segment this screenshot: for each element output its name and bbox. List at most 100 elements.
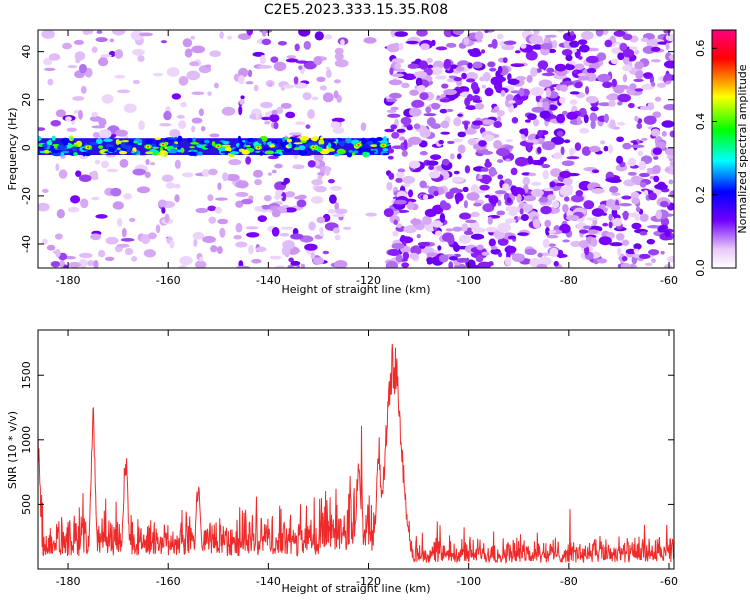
spectrogram-blob <box>50 260 61 268</box>
colorbar-gradient <box>711 29 737 269</box>
spectrogram-band-blob <box>189 145 195 149</box>
snr-background <box>38 330 674 569</box>
spectrogram-blob <box>271 169 277 174</box>
spectrogram-blob <box>452 30 465 36</box>
spectrogram-blob <box>388 248 400 257</box>
spectrogram-blob <box>332 126 345 134</box>
spectrogram-blob <box>634 49 640 55</box>
spectrogram-blob <box>613 84 625 94</box>
spectrogram-blob <box>58 169 68 179</box>
spectrogram-blob <box>271 109 278 115</box>
spectrogram-blob <box>620 262 631 268</box>
spectrogram-blob <box>532 44 544 50</box>
spectrogram-blob <box>173 184 181 189</box>
spectrogram-blob <box>511 187 525 197</box>
spectrogram-blob <box>559 223 571 234</box>
spectrogram-blob <box>139 32 153 37</box>
spectrogram-blob <box>651 258 656 264</box>
spectrogram-band-blob <box>327 139 336 142</box>
spectrogram-blob <box>104 256 115 261</box>
spectrogram-blob <box>540 205 552 215</box>
spectrogram-blob <box>464 165 471 174</box>
spectrogram-blob <box>507 100 516 104</box>
spectrogram-blob <box>340 39 345 46</box>
spectrogram-blob <box>657 226 666 233</box>
spectrogram-band-blob <box>224 146 232 153</box>
spectrogram-blob <box>591 169 600 174</box>
spectrogram-blob <box>149 162 156 166</box>
spectrogram-blob <box>553 260 559 267</box>
spectrogram-blob <box>324 166 331 176</box>
spectrogram-blob <box>237 75 245 85</box>
spectrogram-blob <box>120 238 135 242</box>
spectrogram-blob <box>452 138 463 143</box>
spectrogram-blob <box>428 171 441 179</box>
spectrogram-blob <box>438 254 449 263</box>
spectrogram-blob <box>310 196 324 204</box>
colorbar-label: Normalized spectral amplitude <box>736 64 749 233</box>
spectrogram-band-blob <box>273 153 281 157</box>
spectrogram-band-hotspot <box>161 143 165 146</box>
spectrogram-blob <box>257 64 272 69</box>
spectrogram-blob <box>598 102 612 107</box>
spectrogram-blob <box>406 201 414 210</box>
spectrogram-blob <box>114 49 124 59</box>
spectrogram-band-blob <box>107 147 116 153</box>
spectrogram-blob <box>307 160 316 168</box>
spectrogram-blob <box>519 208 524 215</box>
spectrogram-blob <box>628 46 638 50</box>
spectrogram-blob <box>590 237 598 248</box>
spectrogram-blob <box>588 62 600 70</box>
spectrogram-blob <box>80 85 87 94</box>
spectrogram-blob <box>166 67 180 77</box>
spectrogram-blob <box>288 132 303 136</box>
spectrogram-blob <box>522 202 529 212</box>
spectrogram-blob <box>579 127 590 134</box>
spectrogram-blob <box>111 30 126 36</box>
spectrogram-blob <box>536 263 548 268</box>
spectrogram-blob <box>91 46 98 53</box>
spectrogram-blob <box>438 139 444 145</box>
spectrogram-band-blob <box>237 135 242 142</box>
spectrogram-blob <box>93 260 99 268</box>
spectrogram-blob <box>319 85 327 91</box>
spectrogram-band-blob <box>275 149 283 152</box>
spectrogram-blob <box>574 207 584 212</box>
spectrogram-blob <box>480 49 486 54</box>
spectrogram-blob <box>608 221 613 229</box>
spectrogram-blob <box>482 71 491 82</box>
spectrogram-blob <box>479 184 490 191</box>
spectrogram-blob <box>200 126 206 132</box>
spectrogram-blob <box>602 222 609 227</box>
spectrogram-blob <box>469 220 480 231</box>
spectrogram-blob <box>611 208 618 218</box>
spectrogram-blob <box>539 110 551 119</box>
spectrogram-blob <box>634 215 640 221</box>
spectrogram-blob <box>537 129 544 138</box>
spectrogram-blob <box>456 257 470 263</box>
spectrogram-blob <box>55 163 60 171</box>
spectrogram-blob <box>92 131 101 139</box>
spectrogram-blob <box>97 57 109 67</box>
spectrogram-blob <box>497 222 512 233</box>
spectrogram-blob <box>365 212 377 217</box>
spectrogram-blob <box>606 94 619 101</box>
spectrogram-blob <box>537 137 545 145</box>
spectrogram-blob <box>470 81 479 91</box>
spectrogram-blob <box>274 163 283 169</box>
spectrogram-band-blob <box>346 151 353 158</box>
spectrogram-blob <box>561 160 575 167</box>
spectrogram-blob <box>467 138 477 146</box>
spectrogram-blob <box>96 30 103 34</box>
spectrogram-blob <box>524 248 537 256</box>
spectrogram-blob <box>660 200 669 208</box>
snr-x-label: Height of straight line (km) <box>281 582 430 595</box>
spectrogram-blob <box>401 82 410 89</box>
spectrogram-blob <box>189 61 200 67</box>
spectrogram-blob <box>500 90 506 97</box>
spectrogram-band-blob <box>351 152 356 156</box>
spectrogram-blob <box>115 129 128 137</box>
spectrogram-band-blob <box>286 138 293 143</box>
spectrogram-blob <box>402 175 416 184</box>
spectrogram-band-blob <box>133 141 139 144</box>
